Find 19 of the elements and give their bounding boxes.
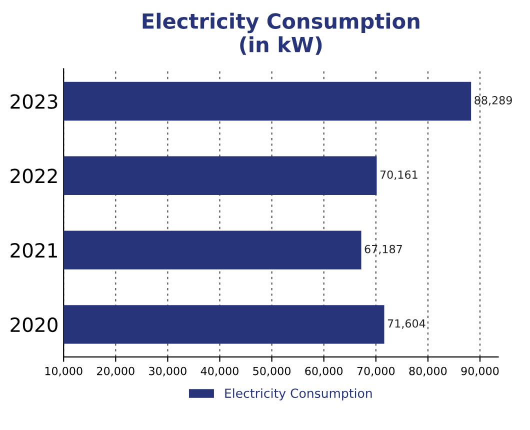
data-label: 88,289 xyxy=(474,96,512,106)
data-label: 67,187 xyxy=(364,244,402,254)
y-tick-label: 2021 xyxy=(10,243,57,258)
x-tick-label: 80,000 xyxy=(409,366,447,376)
x-tick-label: 70,000 xyxy=(357,366,395,376)
x-tick-label: 50,000 xyxy=(253,366,290,376)
x-tick-label: 10,000 xyxy=(45,366,82,376)
chart-title: Electricity Consumption (in kW) xyxy=(142,12,420,55)
data-label: 70,161 xyxy=(380,170,418,180)
y-tick-label: 2023 xyxy=(10,94,58,109)
x-tick-label: 20,000 xyxy=(97,366,134,376)
x-tick-label: 90,000 xyxy=(461,366,499,376)
x-tick-label: 60,000 xyxy=(305,366,343,376)
x-tick-label: 40,000 xyxy=(200,366,238,376)
y-tick-label: 2022 xyxy=(10,168,57,184)
data-label: 71,604 xyxy=(388,319,426,329)
y-tick-label: 2020 xyxy=(10,317,58,332)
x-tick-label: 30,000 xyxy=(149,366,186,376)
legend-label: Electricity Consumption xyxy=(225,388,372,400)
